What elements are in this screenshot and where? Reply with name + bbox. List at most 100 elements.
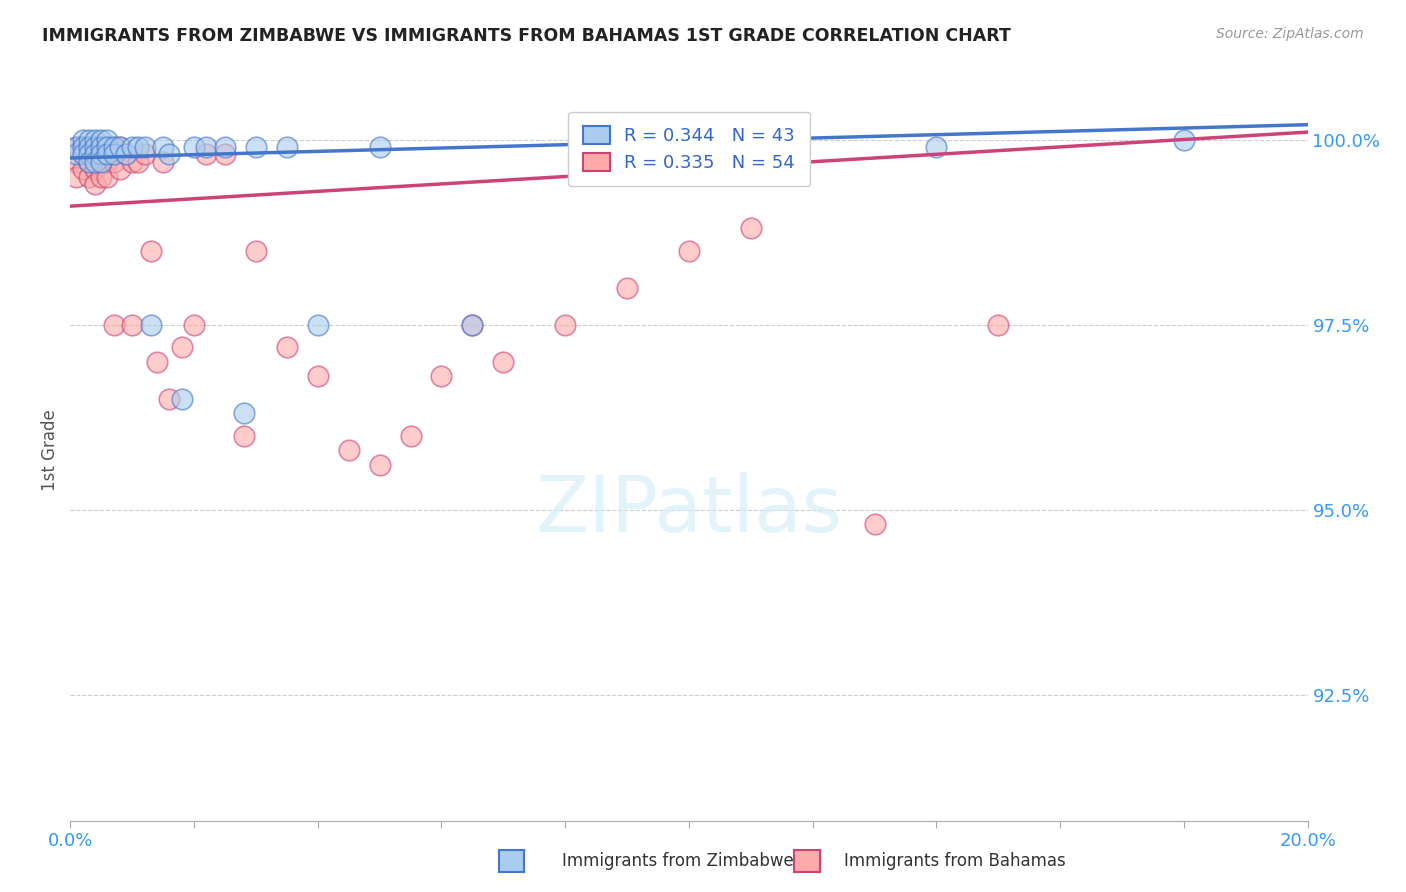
Point (127, 154, 149, 169)
Point (616, 280, 638, 294)
Point (214, 140, 236, 154)
Point (77, 147, 100, 161)
Point (90, 154, 112, 169)
Point (84, 147, 107, 161)
Point (90, 154, 112, 169)
Point (65, 154, 87, 169)
Point (72, 140, 94, 154)
Point (90, 132, 112, 146)
Point (232, 407, 254, 421)
Point (96, 147, 118, 161)
Point (77, 154, 100, 169)
Point (368, 140, 391, 154)
Point (214, 147, 236, 161)
Point (461, 318, 484, 332)
Point (72, 147, 94, 161)
Point (195, 140, 218, 154)
Point (96, 154, 118, 169)
Point (554, 318, 576, 332)
Point (337, 443, 360, 458)
Point (740, 221, 762, 235)
Point (84, 147, 107, 161)
Point (139, 318, 162, 332)
Point (461, 318, 484, 332)
Point (96, 140, 118, 154)
Point (103, 147, 125, 161)
Point (183, 318, 205, 332)
Point (276, 140, 298, 154)
Point (108, 162, 131, 177)
Point (170, 340, 193, 354)
Point (77, 140, 100, 154)
Point (157, 147, 180, 161)
Point (245, 244, 267, 258)
Point (134, 147, 156, 161)
Point (96, 140, 118, 154)
Point (84, 140, 107, 154)
Text: IMMIGRANTS FROM ZIMBABWE VS IMMIGRANTS FROM BAHAMAS 1ST GRADE CORRELATION CHART: IMMIGRANTS FROM ZIMBABWE VS IMMIGRANTS F… (42, 27, 1011, 45)
Point (987, 318, 1010, 332)
Point (492, 354, 515, 368)
Point (430, 369, 453, 384)
Point (96, 169, 118, 184)
Point (77, 140, 100, 154)
Point (152, 154, 174, 169)
Point (127, 140, 149, 154)
Point (121, 318, 143, 332)
Text: Immigrants from Bahamas: Immigrants from Bahamas (844, 852, 1066, 870)
Point (139, 244, 162, 258)
Point (84, 162, 107, 177)
Point (152, 140, 174, 154)
Point (368, 458, 391, 473)
Point (84, 154, 107, 169)
Text: Immigrants from Zimbabwe: Immigrants from Zimbabwe (562, 852, 794, 870)
Y-axis label: 1st Grade: 1st Grade (41, 409, 59, 491)
Point (65, 169, 87, 184)
Point (72, 132, 94, 146)
Point (121, 140, 143, 154)
Point (108, 140, 131, 154)
Point (183, 140, 205, 154)
Point (90, 147, 112, 161)
Point (134, 140, 156, 154)
Point (146, 354, 169, 368)
Point (65, 140, 87, 154)
Point (121, 154, 143, 169)
Point (157, 392, 180, 406)
Point (170, 392, 193, 406)
Point (108, 140, 131, 154)
Text: Source: ZipAtlas.com: Source: ZipAtlas.com (1216, 27, 1364, 41)
Point (307, 369, 329, 384)
Point (307, 318, 329, 332)
Point (96, 132, 118, 146)
Point (195, 147, 218, 161)
Point (84, 132, 107, 146)
Point (678, 140, 700, 154)
Point (103, 140, 125, 154)
Point (77, 132, 100, 146)
Point (115, 147, 138, 161)
Point (84, 177, 107, 191)
Point (72, 162, 94, 177)
Point (1173, 132, 1195, 146)
Point (72, 140, 94, 154)
Point (232, 428, 254, 442)
Point (77, 169, 100, 184)
Point (276, 340, 298, 354)
Point (84, 140, 107, 154)
Point (103, 318, 125, 332)
Point (65, 140, 87, 154)
Point (77, 147, 100, 161)
Legend: R = 0.344   N = 43, R = 0.335   N = 54: R = 0.344 N = 43, R = 0.335 N = 54 (568, 112, 810, 186)
Point (103, 140, 125, 154)
Point (399, 428, 422, 442)
Point (72, 147, 94, 161)
Point (925, 140, 948, 154)
Point (65, 147, 87, 161)
Point (90, 140, 112, 154)
Point (90, 169, 112, 184)
Point (115, 147, 138, 161)
Point (103, 154, 125, 169)
Point (678, 244, 700, 258)
Point (245, 140, 267, 154)
